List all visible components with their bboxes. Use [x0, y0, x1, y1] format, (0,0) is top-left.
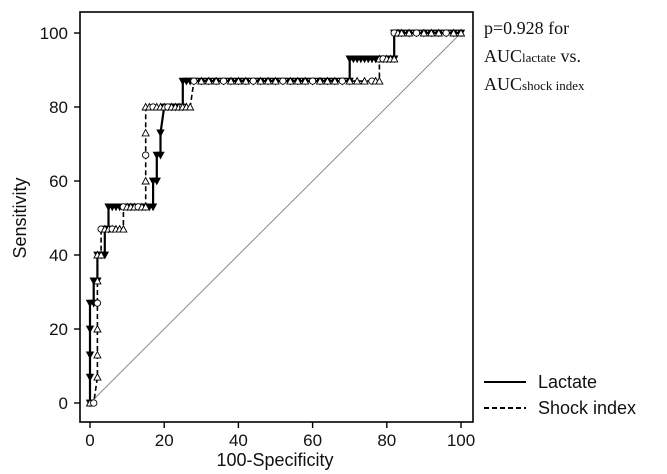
x-tick-label: 60: [303, 431, 322, 450]
reference-diagonal-line: [89, 32, 462, 404]
y-tick-label: 60: [49, 172, 68, 191]
data-point-shock-index: [93, 324, 102, 333]
annotation-line-3: AUCshock index: [484, 74, 585, 94]
data-point-lactate: [85, 351, 95, 360]
annotation-auc-1: AUC: [484, 46, 522, 66]
y-tick-label: 100: [40, 24, 68, 43]
y-tick-label: 40: [49, 246, 68, 265]
reference-diagonal-layer: [89, 32, 462, 404]
annotation-auc-2: AUC: [484, 74, 522, 94]
legend-label-lactate: Lactate: [538, 372, 597, 392]
data-point-shock-index: [119, 224, 128, 233]
data-point-shock-index: [93, 299, 102, 307]
data-point-lactate: [152, 177, 161, 186]
plot-frame: [79, 11, 474, 423]
data-point-lactate: [85, 325, 95, 334]
data-point-shock-index: [93, 372, 102, 381]
data-point-shock-index: [185, 102, 195, 111]
data-point-shock-index: [197, 76, 206, 85]
data-point-shock-index: [90, 399, 98, 407]
data-point-lactate: [85, 373, 95, 382]
data-point-shock-index: [375, 76, 384, 85]
data-point-shock-index: [323, 76, 332, 85]
annotation-vs: vs.: [556, 46, 581, 66]
x-tick-label: 80: [377, 431, 396, 450]
data-point-shock-index: [96, 250, 106, 259]
y-tick-label: 0: [59, 394, 68, 413]
data-point-shock-index: [293, 76, 303, 85]
data-point-shock-index: [397, 28, 406, 37]
annotation-line-2: AUClactate vs.: [484, 46, 581, 66]
data-point-shock-index: [404, 28, 414, 37]
data-point-shock-index: [360, 76, 369, 85]
data-point-shock-index: [300, 76, 310, 85]
annotation-sub-lactate: lactate: [522, 50, 556, 65]
data-point-lactate: [156, 129, 165, 138]
data-point-shock-index: [93, 276, 102, 285]
series-layer: [85, 28, 466, 408]
data-point-shock-index: [286, 76, 295, 85]
y-tick-label: 20: [49, 320, 68, 339]
x-axis-ticks: 0 20 40 60 80 100: [85, 422, 475, 450]
data-point-shock-index: [434, 28, 443, 37]
data-point-shock-index: [330, 76, 340, 85]
data-point-shock-index: [442, 29, 450, 37]
data-point-shock-index: [352, 76, 362, 85]
legend: Lactate Shock index: [484, 372, 636, 418]
data-point-shock-index: [345, 76, 354, 85]
data-point-shock-index: [249, 77, 257, 85]
y-axis-title: Sensitivity: [10, 177, 30, 258]
data-point-shock-index: [427, 28, 436, 37]
data-point-shock-index: [419, 28, 429, 37]
x-tick-label: 40: [229, 431, 248, 450]
data-point-shock-index: [204, 76, 213, 85]
data-point-lactate: [156, 151, 165, 160]
data-point-shock-index: [141, 128, 150, 137]
data-point-shock-index: [141, 202, 150, 211]
data-point-shock-index: [263, 76, 273, 85]
x-axis-title: 100-Specificity: [216, 450, 333, 470]
data-point-shock-index: [241, 76, 251, 85]
data-point-shock-index: [279, 77, 287, 85]
data-point-shock-index: [211, 76, 221, 85]
x-tick-label: 20: [155, 431, 174, 450]
data-point-shock-index: [412, 29, 421, 37]
data-point-shock-index: [271, 76, 280, 85]
data-point-shock-index: [190, 77, 198, 85]
annotation-line-1: p=0.928 for: [484, 18, 569, 38]
series-shock-index: [85, 28, 466, 407]
data-point-shock-index: [315, 76, 325, 85]
legend-label-shock-index: Shock index: [538, 398, 636, 418]
data-point-shock-index: [226, 76, 236, 85]
data-point-shock-index: [141, 151, 150, 159]
annotation-sub-shock-index: shock index: [522, 78, 585, 93]
data-point-shock-index: [93, 350, 102, 359]
data-point-shock-index: [308, 77, 317, 85]
y-axis-ticks: 0 20 40 60 80 100: [40, 24, 80, 413]
data-point-shock-index: [219, 77, 228, 85]
data-point-shock-index: [449, 28, 458, 37]
data-point-shock-index: [389, 54, 399, 63]
y-tick-label: 80: [49, 98, 68, 117]
x-tick-label: 0: [85, 431, 94, 450]
data-point-lactate: [148, 203, 158, 212]
data-point-shock-index: [141, 176, 150, 185]
data-point-shock-index: [234, 76, 243, 85]
data-point-shock-index: [338, 77, 346, 85]
data-point-shock-index: [256, 76, 265, 85]
x-tick-label: 100: [447, 431, 475, 450]
data-point-shock-index: [456, 28, 466, 37]
